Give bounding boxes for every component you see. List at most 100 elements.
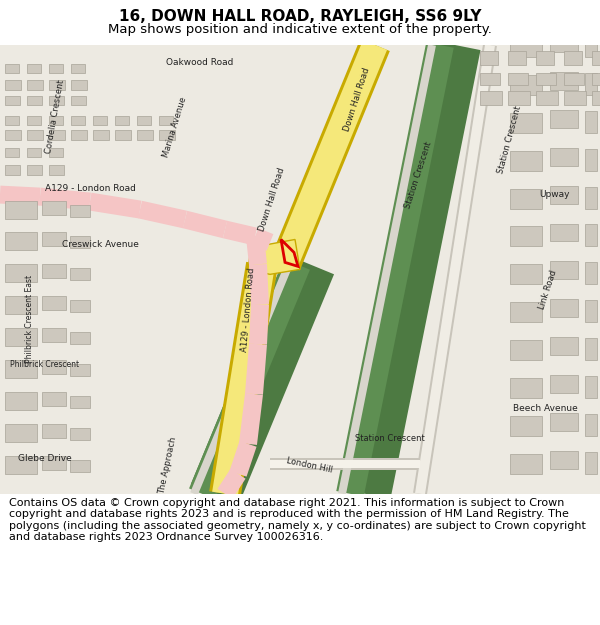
Bar	[27, 148, 41, 157]
Bar	[510, 340, 542, 360]
Bar	[70, 364, 90, 376]
Bar	[137, 130, 153, 140]
Bar	[510, 302, 542, 322]
Bar	[71, 96, 86, 105]
Bar	[42, 232, 66, 246]
Bar	[27, 96, 42, 105]
Bar	[564, 51, 582, 65]
Bar	[137, 116, 151, 125]
Bar	[585, 300, 597, 322]
Bar	[70, 428, 90, 440]
Bar	[42, 296, 66, 310]
Text: Link Road: Link Road	[538, 268, 559, 310]
Polygon shape	[223, 221, 257, 245]
Bar	[115, 116, 129, 125]
Polygon shape	[239, 393, 263, 445]
Bar	[27, 64, 41, 73]
Bar	[550, 72, 578, 90]
Bar	[585, 224, 597, 246]
Bar	[5, 392, 37, 410]
Polygon shape	[39, 188, 91, 211]
Polygon shape	[249, 264, 269, 305]
Bar	[71, 64, 85, 73]
Bar	[5, 96, 20, 105]
Bar	[5, 130, 21, 140]
Bar	[585, 452, 597, 474]
Bar	[510, 189, 542, 209]
Polygon shape	[209, 262, 278, 496]
Bar	[585, 111, 597, 132]
Bar	[42, 264, 66, 278]
Bar	[510, 264, 542, 284]
Bar	[510, 151, 542, 171]
Bar	[70, 268, 90, 281]
Text: Glebe Drive: Glebe Drive	[18, 454, 72, 463]
Bar	[159, 116, 173, 125]
Bar	[585, 338, 597, 360]
Text: Station Crescent: Station Crescent	[497, 105, 523, 174]
Bar	[510, 226, 542, 246]
Bar	[536, 51, 554, 65]
Polygon shape	[248, 239, 300, 274]
Bar	[49, 164, 64, 174]
Bar	[49, 64, 63, 73]
Bar	[585, 414, 597, 436]
Bar	[5, 64, 19, 73]
Bar	[70, 300, 90, 312]
Bar	[550, 110, 578, 128]
Bar	[42, 360, 66, 374]
Text: London Hill: London Hill	[286, 456, 334, 475]
Bar	[550, 186, 578, 204]
Polygon shape	[338, 44, 436, 494]
Text: Philbrick Crescent: Philbrick Crescent	[10, 359, 80, 369]
Bar	[550, 375, 578, 393]
Bar	[159, 130, 175, 140]
Bar	[93, 130, 109, 140]
Bar	[550, 34, 578, 52]
Polygon shape	[89, 192, 142, 218]
Polygon shape	[249, 304, 269, 344]
Bar	[508, 73, 528, 85]
Polygon shape	[251, 228, 274, 251]
Bar	[585, 262, 597, 284]
Polygon shape	[0, 186, 40, 206]
Bar	[592, 91, 600, 105]
Bar	[27, 164, 42, 174]
Bar	[550, 148, 578, 166]
Bar	[564, 91, 586, 105]
Bar	[71, 116, 85, 125]
Polygon shape	[229, 441, 257, 477]
Bar	[115, 130, 131, 140]
Bar	[70, 396, 90, 408]
Bar	[510, 416, 542, 436]
Bar	[510, 75, 542, 95]
Polygon shape	[273, 40, 387, 269]
Polygon shape	[340, 40, 481, 499]
Text: The Approach: The Approach	[158, 436, 178, 496]
Bar	[5, 424, 37, 442]
Bar	[550, 337, 578, 355]
Text: Down Hall Road: Down Hall Road	[343, 67, 371, 133]
Bar	[27, 116, 41, 125]
Bar	[550, 451, 578, 469]
Polygon shape	[138, 201, 187, 228]
Bar	[42, 392, 66, 406]
Bar	[5, 456, 37, 474]
Bar	[550, 261, 578, 279]
Bar	[49, 130, 65, 140]
Bar	[5, 164, 20, 174]
Bar	[5, 116, 19, 125]
Text: Station Crescent: Station Crescent	[355, 434, 425, 443]
Polygon shape	[245, 344, 267, 395]
Bar	[510, 454, 542, 474]
Bar	[536, 91, 558, 105]
Polygon shape	[270, 460, 420, 468]
Bar	[585, 73, 597, 95]
Bar	[5, 360, 37, 378]
Bar	[550, 224, 578, 241]
Bar	[49, 80, 65, 90]
Bar	[93, 116, 107, 125]
Bar	[49, 148, 63, 157]
Bar	[5, 80, 21, 90]
Bar	[71, 130, 87, 140]
